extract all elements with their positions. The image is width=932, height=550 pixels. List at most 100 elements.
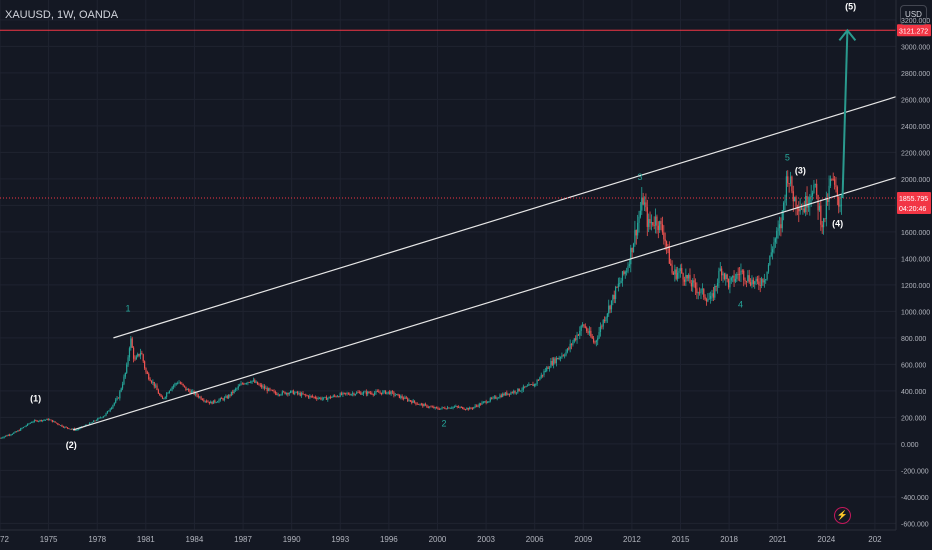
candle-body bbox=[444, 407, 446, 409]
candle-body bbox=[749, 282, 752, 286]
candle-body bbox=[278, 394, 281, 396]
candle-body bbox=[710, 295, 712, 299]
candle-body bbox=[763, 280, 765, 283]
candle-body bbox=[661, 224, 664, 233]
candle-body bbox=[547, 367, 549, 369]
candle-body bbox=[646, 207, 648, 227]
candle-body bbox=[606, 313, 608, 318]
candle-body bbox=[252, 380, 255, 382]
candle-body bbox=[234, 388, 237, 390]
candle-body bbox=[374, 392, 376, 395]
candle-body bbox=[513, 391, 515, 393]
candle-body bbox=[675, 269, 677, 279]
candle-body bbox=[54, 421, 56, 423]
candle-body bbox=[288, 392, 290, 395]
price-tick-label: 3200.000 bbox=[901, 18, 930, 25]
symbol-title[interactable]: XAUUSD, 1W, OANDA bbox=[5, 9, 119, 21]
candle-body bbox=[791, 176, 793, 192]
candle-body bbox=[529, 384, 531, 386]
candle-body bbox=[318, 397, 321, 399]
candle-body bbox=[280, 394, 282, 396]
target-price-badge bbox=[897, 24, 931, 37]
candle-body bbox=[459, 407, 461, 408]
candle-body bbox=[568, 348, 570, 350]
price-axis bbox=[896, 0, 932, 550]
candle-body bbox=[378, 391, 380, 393]
price-tick-label: 2600.000 bbox=[901, 97, 930, 104]
price-tick-label: -600.000 bbox=[901, 521, 929, 528]
candle-body bbox=[102, 416, 104, 418]
price-tick-label: 2400.000 bbox=[901, 124, 930, 131]
candle-body bbox=[148, 373, 150, 380]
candle-body bbox=[759, 284, 761, 286]
candle-body bbox=[287, 393, 289, 395]
candle-body bbox=[769, 255, 771, 265]
candle-body bbox=[652, 222, 654, 226]
candle-body bbox=[4, 435, 7, 437]
candle-body bbox=[743, 270, 745, 280]
candle-body bbox=[452, 406, 454, 408]
candle-body bbox=[302, 393, 304, 395]
candle-body bbox=[101, 417, 103, 419]
candle-body bbox=[303, 394, 305, 396]
candle-body bbox=[168, 390, 170, 393]
currency-button[interactable]: USD bbox=[900, 5, 927, 25]
candle-body bbox=[489, 398, 491, 402]
candle-body bbox=[25, 425, 27, 427]
candle-body bbox=[350, 394, 352, 396]
time-tick-label: 2018 bbox=[720, 535, 738, 544]
candle-body bbox=[317, 398, 319, 399]
candle-body bbox=[28, 423, 30, 425]
candle-body bbox=[416, 403, 418, 405]
candle-body bbox=[838, 196, 840, 207]
candle-body bbox=[754, 281, 756, 284]
candle-body bbox=[825, 199, 827, 220]
candle-body bbox=[592, 338, 595, 342]
candle-body bbox=[609, 305, 611, 310]
candle-body bbox=[296, 391, 299, 394]
candle-body bbox=[48, 419, 51, 421]
wave-label: 4 bbox=[738, 299, 743, 309]
candle-body bbox=[690, 283, 692, 287]
candle-body bbox=[267, 388, 270, 392]
candle-body bbox=[194, 392, 197, 395]
candle-body bbox=[88, 422, 91, 426]
candle-body bbox=[521, 389, 523, 391]
candle-body bbox=[811, 193, 814, 196]
candle-body bbox=[134, 358, 136, 360]
candle-body bbox=[233, 389, 235, 393]
price-tick-label: 2000.000 bbox=[901, 177, 930, 184]
candle-body bbox=[799, 208, 801, 212]
candle-body bbox=[47, 418, 49, 421]
candle-body bbox=[700, 289, 702, 293]
candle-body bbox=[266, 387, 268, 392]
candles-group bbox=[0, 170, 843, 439]
candle-body bbox=[277, 394, 279, 396]
candle-body bbox=[175, 383, 177, 385]
candle-body bbox=[408, 400, 410, 401]
candle-body bbox=[46, 418, 48, 420]
candle-body bbox=[809, 197, 811, 205]
candle-body bbox=[284, 391, 286, 395]
candle-body bbox=[145, 368, 147, 373]
candle-body bbox=[510, 392, 512, 395]
candle-body bbox=[572, 341, 574, 345]
candle-body bbox=[590, 330, 592, 337]
candle-body bbox=[55, 422, 58, 424]
candle-body bbox=[484, 401, 486, 403]
candle-body bbox=[776, 230, 778, 239]
candle-body bbox=[356, 392, 358, 394]
time-tick-label: 202 bbox=[868, 535, 882, 544]
candle-body bbox=[745, 280, 748, 282]
candle-body bbox=[817, 195, 819, 211]
candle-body bbox=[310, 395, 312, 397]
candle-body bbox=[210, 401, 212, 404]
candle-body bbox=[43, 419, 45, 421]
candle-body bbox=[69, 428, 71, 430]
candle-body bbox=[420, 403, 423, 405]
candle-body bbox=[362, 391, 365, 394]
candle-body bbox=[240, 383, 242, 386]
lightning-icon[interactable]: ⚡ bbox=[834, 507, 851, 524]
candle-body bbox=[455, 406, 457, 407]
